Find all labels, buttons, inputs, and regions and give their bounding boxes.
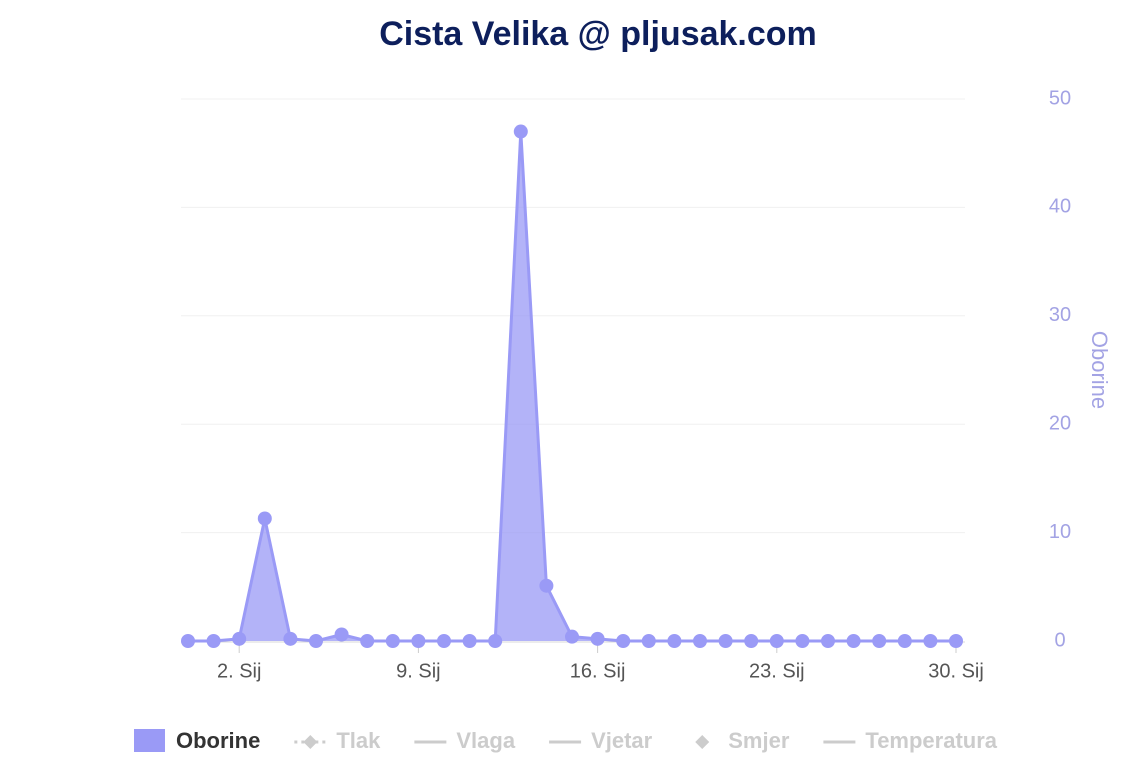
x-tick-label: 16. Sij — [570, 660, 626, 682]
legend-label[interactable]: Oborine — [176, 728, 260, 753]
data-point — [744, 634, 759, 648]
y-tick-label: 10 — [1049, 521, 1071, 543]
data-point — [769, 634, 784, 648]
legend-label[interactable]: Vjetar — [591, 728, 653, 753]
data-point — [257, 511, 272, 526]
data-point — [411, 634, 426, 648]
data-point — [385, 634, 400, 648]
data-point — [360, 634, 375, 648]
legend-label[interactable]: Smjer — [728, 728, 790, 753]
y-axis-title: Oborine — [1087, 331, 1112, 409]
data-point — [616, 634, 631, 648]
legend-label[interactable]: Temperatura — [865, 728, 997, 753]
y-tick-label: 0 — [1054, 629, 1065, 651]
data-point — [795, 634, 810, 648]
data-point — [206, 634, 221, 648]
legend-label[interactable]: Tlak — [336, 728, 381, 753]
y-tick-label: 40 — [1049, 196, 1071, 218]
data-point — [897, 634, 912, 648]
data-point — [923, 634, 938, 648]
data-point — [513, 124, 528, 139]
y-tick-label: 50 — [1049, 87, 1071, 109]
data-point — [821, 634, 835, 648]
data-point — [334, 627, 349, 642]
data-point — [232, 631, 247, 646]
data-point — [718, 634, 733, 648]
data-point — [641, 634, 656, 648]
data-point — [488, 634, 503, 648]
data-point — [565, 629, 579, 644]
legend-symbol — [695, 735, 710, 749]
x-tick-label: 9. Sij — [396, 660, 440, 682]
y-tick-label: 30 — [1049, 304, 1071, 326]
data-point — [462, 634, 477, 648]
data-point — [309, 634, 323, 648]
data-point — [667, 634, 682, 648]
data-point — [181, 634, 195, 648]
data-point — [949, 634, 963, 648]
data-point — [846, 634, 861, 648]
y-tick-label: 20 — [1049, 412, 1071, 434]
x-tick-label: 30. Sij — [928, 660, 984, 682]
area-fill — [188, 131, 956, 641]
data-point — [283, 631, 298, 646]
data-point — [693, 634, 707, 648]
chart-title: Cista Velika @ pljusak.com — [379, 15, 817, 53]
data-point — [590, 631, 605, 646]
data-point — [872, 634, 887, 648]
legend: Oborine Tlak Vlaga Vjetar Smjer Temperatura — [134, 728, 998, 753]
series-line — [188, 130, 956, 643]
x-tick-label: 23. Sij — [749, 660, 805, 682]
legend-label[interactable]: Vlaga — [456, 728, 515, 753]
legend-symbol — [134, 729, 165, 752]
x-tick-label: 2. Sij — [217, 660, 261, 682]
data-point — [539, 578, 554, 593]
legend-symbol — [303, 735, 318, 749]
data-point — [437, 634, 451, 648]
